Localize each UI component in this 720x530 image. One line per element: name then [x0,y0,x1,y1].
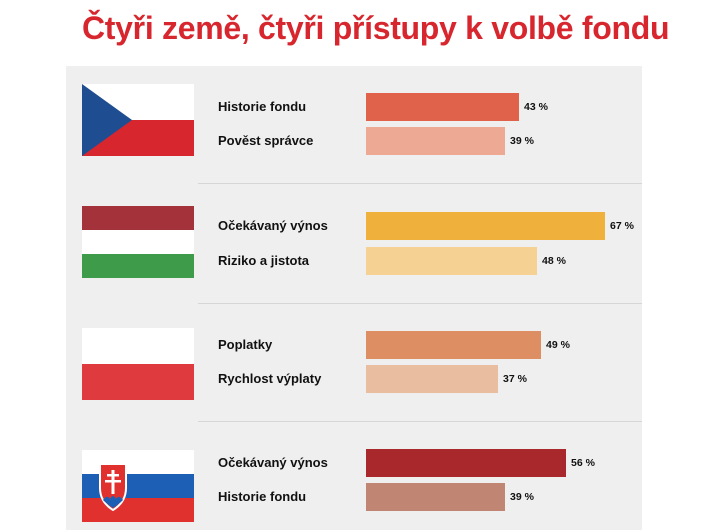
bar-row: Historie fondu 39 % [66,483,642,511]
bar-row: Rychlost výplaty 37 % [66,365,642,393]
bar [366,331,541,359]
category-label: Historie fondu [218,99,307,114]
section-divider [198,421,642,422]
czech-flag-icon [82,84,194,156]
category-label: Historie fondu [218,489,307,504]
bar-row: Historie fondu 43 % [66,93,642,121]
polish-flag-icon [82,328,194,400]
hungarian-flag-icon [82,206,194,278]
value-label: 67 % [610,220,634,232]
group-hungary: Očekávaný výnos 67 % Riziko a jistota 48… [66,184,642,304]
bar-row: Očekávaný výnos 56 % [66,449,642,477]
section-divider [198,183,642,184]
value-label: 39 % [510,491,534,503]
group-czech: Historie fondu 43 % Pověst správce 39 % [66,66,642,184]
bar [366,212,605,240]
category-label: Riziko a jistota [218,253,310,268]
category-label: Očekávaný výnos [218,455,328,470]
group-slovakia: Očekávaný výnos 56 % Historie fondu 39 % [66,422,642,530]
value-label: 37 % [503,373,527,385]
bar [366,449,566,477]
bar-row: Riziko a jistota 48 % [66,247,642,275]
bar-row: Pověst správce 39 % [66,127,642,155]
bar [366,93,519,121]
chart-title: Čtyři země, čtyři přístupy k volbě fondu [82,10,670,46]
section-divider [198,303,642,304]
value-label: 39 % [510,135,534,147]
bar [366,365,498,393]
value-label: 43 % [524,101,548,113]
chart-panel: Historie fondu 43 % Pověst správce 39 % … [66,66,642,530]
category-label: Poplatky [218,337,273,352]
category-label: Pověst správce [218,133,314,148]
category-label: Očekávaný výnos [218,218,328,233]
bar-row: Poplatky 49 % [66,331,642,359]
bar [366,247,537,275]
value-label: 48 % [542,255,566,267]
bar-row: Očekávaný výnos 67 % [66,212,642,240]
slovak-flag-icon [82,450,194,522]
value-label: 56 % [571,457,595,469]
bar [366,127,505,155]
value-label: 49 % [546,339,570,351]
bar [366,483,505,511]
category-label: Rychlost výplaty [218,371,322,386]
group-poland: Poplatky 49 % Rychlost výplaty 37 % [66,304,642,422]
